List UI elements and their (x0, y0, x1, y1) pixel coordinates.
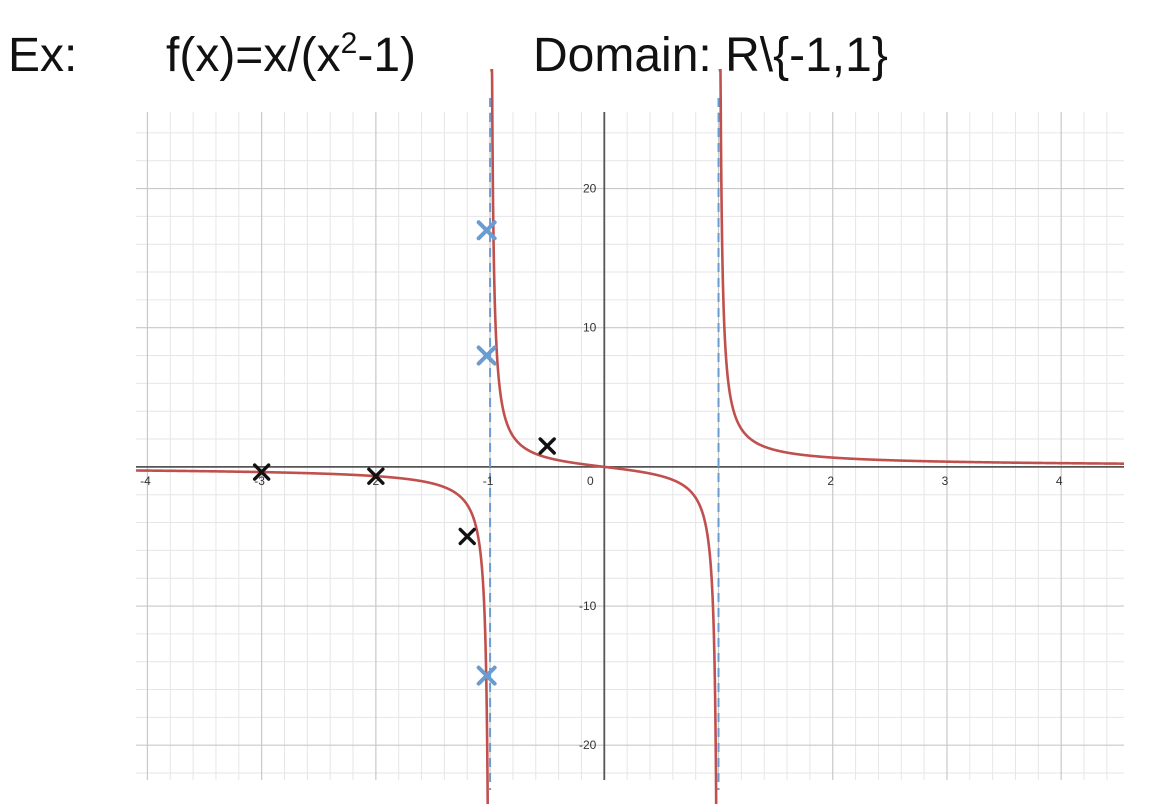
x-tick-label: -3 (254, 474, 265, 488)
marker-stroke (458, 527, 476, 546)
x-tick-label: 2 (827, 474, 834, 488)
black-point-marker (252, 463, 271, 481)
curves (135, 68, 1124, 804)
x-tick-label: -2 (369, 474, 380, 488)
x-tick-label: 4 (1056, 474, 1063, 488)
x-tick-label: -1 (483, 474, 494, 488)
markers (252, 220, 556, 686)
grid-minor (136, 112, 1124, 780)
y-tick-label: -20 (579, 738, 597, 752)
black-point-marker (367, 467, 385, 485)
y-tick-label: 10 (583, 321, 597, 335)
marker-stroke (476, 665, 497, 686)
blue-point-marker (476, 665, 497, 686)
heading: Ex: f(x)=x/(x2-1) Domain: R\{-1,1} (0, 0, 1162, 110)
marker-stroke (367, 467, 385, 485)
marker-stroke (252, 463, 271, 481)
function-tail: -1) (357, 29, 417, 82)
function-exponent: 2 (340, 27, 358, 60)
function-curve-branch-2 (490, 68, 718, 804)
domain-text: Domain: R\{-1,1} (533, 29, 888, 82)
function-curve-branch-1 (135, 469, 490, 804)
marker-stroke (538, 437, 556, 455)
x-tick-label: -4 (140, 474, 151, 488)
x-tick-label: 3 (942, 474, 949, 488)
function-expression: f(x)=x/(x2-1) (166, 29, 417, 82)
black-point-marker (458, 527, 476, 546)
marker-stroke (476, 220, 497, 241)
marker-stroke (476, 345, 497, 366)
y-tick-label: 20 (583, 182, 597, 196)
blue-point-marker (476, 345, 497, 366)
axes (136, 112, 1124, 780)
y-tick-label: -10 (579, 599, 597, 613)
function-main: f(x)=x/(x (166, 29, 341, 82)
function-curve-branch-3 (718, 68, 1124, 465)
blue-point-marker (476, 220, 497, 241)
x-tick-label: 0 (587, 474, 594, 488)
black-point-marker (538, 437, 556, 455)
example-label: Ex: (8, 29, 78, 82)
